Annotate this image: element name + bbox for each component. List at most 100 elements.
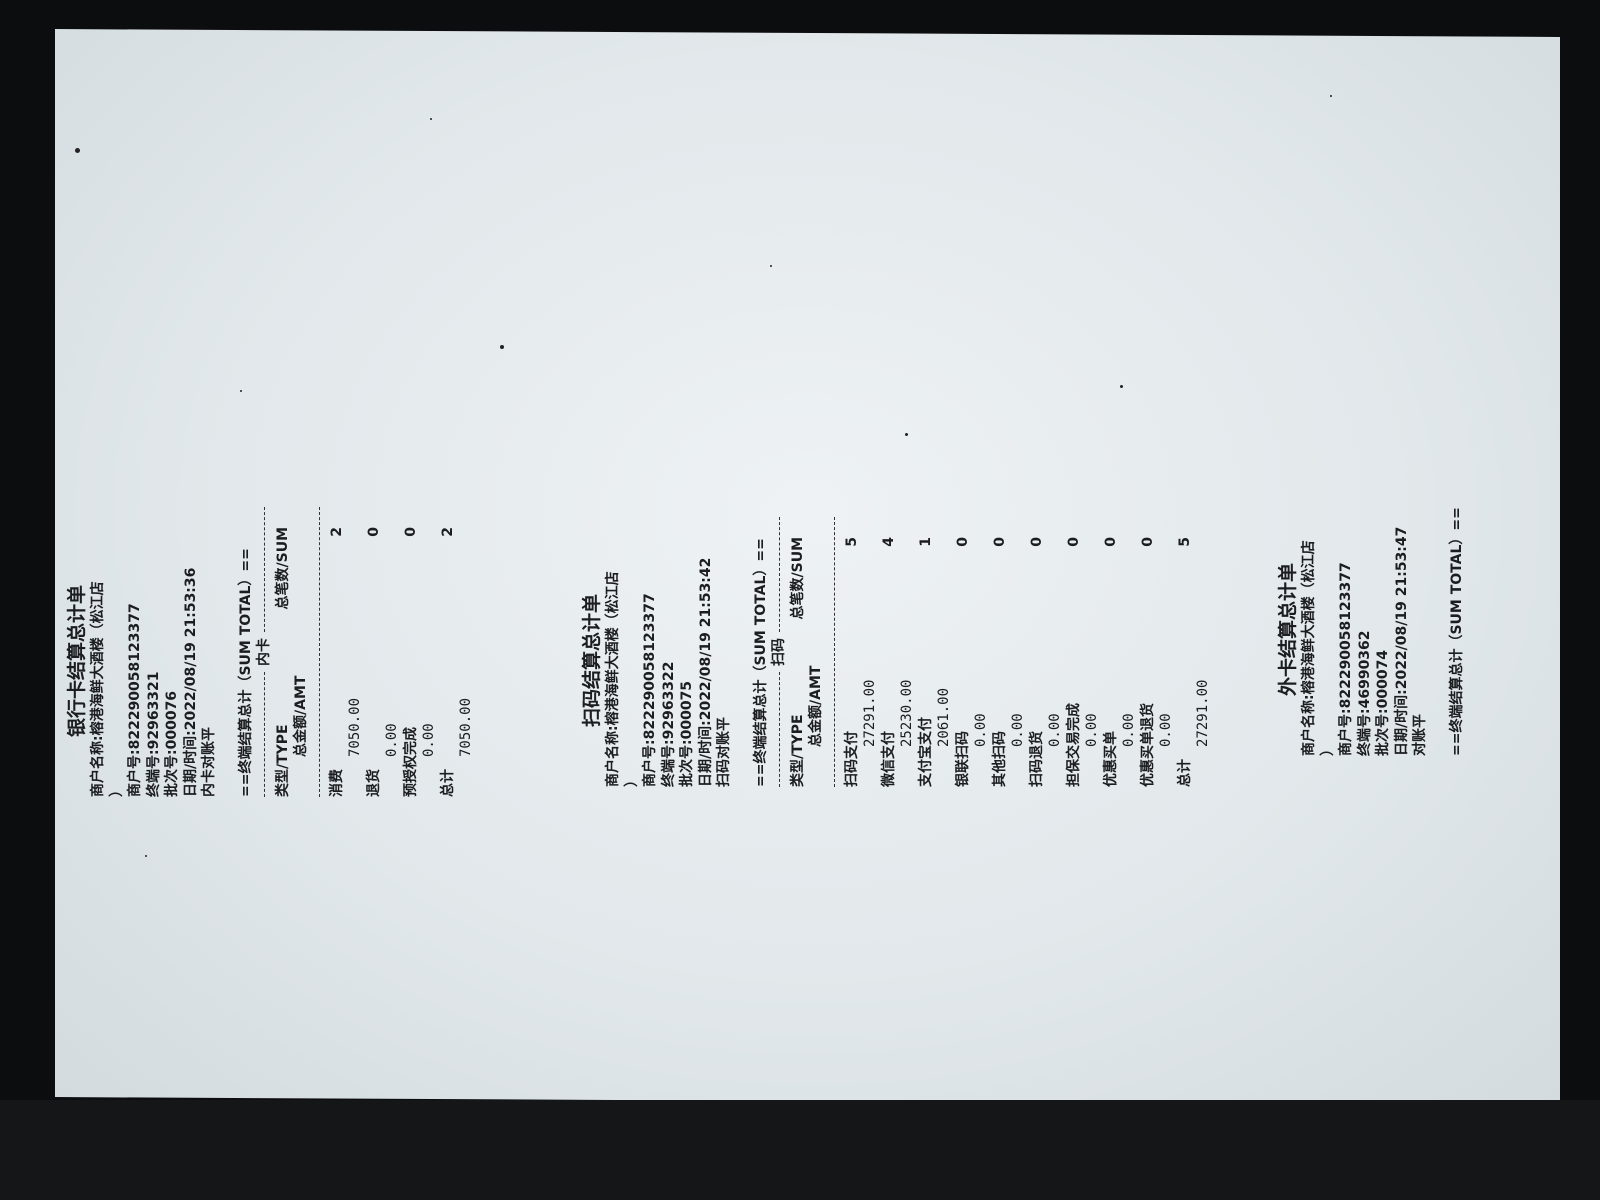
receipt-reconcile: 扫码对账平: [716, 717, 732, 787]
receipt-merchant-name: 商户名称:榕港海鲜大酒楼（松江店: [1300, 539, 1317, 756]
paper-speck: [430, 118, 432, 120]
table-row: 担保交易完成 0: [1065, 517, 1084, 787]
row-count: 0: [991, 537, 1008, 547]
dashed-line: [833, 517, 835, 787]
receipt-terminal-no: 终端号:92963321: [145, 671, 162, 797]
row-count: 0: [365, 527, 382, 537]
row-label: 其他扫码: [991, 731, 1008, 787]
row-amount: 0.00: [384, 723, 400, 757]
spacer: [1429, 501, 1447, 756]
receipt-terminal-no: 终端号:46990362: [1356, 629, 1372, 756]
row-amount: 27291.00: [862, 679, 878, 747]
column-header: 类型/TYPE 总笔数/SUM: [274, 507, 293, 797]
column-header: 类型/TYPE 总笔数/SUM: [789, 517, 808, 787]
paper-speck: [1120, 385, 1123, 388]
receipt-title: 扫码结算总计单: [581, 593, 603, 727]
paper-speck: [770, 265, 772, 267]
row-label: 担保交易完成: [1065, 703, 1082, 787]
section-label: 内卡: [256, 638, 272, 666]
receipt-title: 外卡结算总计单: [1276, 562, 1299, 696]
row-label: 扫码退货: [1028, 731, 1045, 787]
column-sum: 总笔数/SUM: [789, 537, 806, 620]
receipt-merchant-no: 商户号:822290058123377: [1337, 561, 1354, 756]
row-count: 0: [1102, 537, 1119, 547]
table-row: 扫码支付 5: [843, 517, 862, 787]
receipt-2: 扫码结算总计单 商户名称:榕港海鲜大酒楼（松江店）商户号:822290058123…: [580, 517, 1230, 787]
row-label: 消费: [328, 769, 345, 797]
table-edge: [0, 1100, 1600, 1200]
row-label: 退货: [365, 769, 382, 797]
receipt-merchant-name-cont: ）: [623, 773, 640, 787]
table-row: 优惠买单 0: [1102, 517, 1121, 787]
dashed-line: [263, 672, 265, 797]
dashed-line: [778, 672, 780, 787]
row-amount: 7050.00: [347, 697, 363, 757]
section-divider: 扫码: [770, 517, 789, 787]
receipt-datetime: 日期/时间:2022/08/19 21:53:47: [1393, 526, 1409, 756]
row-count: 5: [843, 537, 860, 547]
column-sum: 总笔数/SUM: [274, 527, 291, 610]
row-amount: 25230.00: [899, 679, 915, 747]
receipt-merchant-name-cont: ）: [1319, 741, 1335, 756]
row-label: 优惠买单: [1102, 731, 1119, 787]
table-row: 消费 2: [328, 507, 347, 797]
receipt-merchant-no: 商户号:822290058123377: [642, 593, 658, 787]
row-count: 2: [439, 527, 456, 537]
table-row: 预授权完成 0: [402, 507, 421, 797]
row-count: 0: [402, 527, 419, 537]
sum-total-header: ==终端结算总计（SUM TOTAL）==: [752, 538, 769, 787]
column-amount: 总金额/AMT: [808, 665, 824, 747]
dashed-line: [318, 507, 320, 797]
table-row: 其他扫码 0: [991, 517, 1010, 787]
receipt-1: 银行卡结算总计单 商户名称:榕港海鲜大酒楼（松江店）商户号:82229005812…: [65, 507, 535, 797]
receipt-batch-no: 批次号:000076: [164, 690, 180, 797]
receipt-reconcile: 对账平: [1411, 713, 1428, 756]
column-type: 类型/TYPE: [274, 724, 291, 797]
receipt-3: 外卡结算总计单 商户名称:榕港海鲜大酒楼（松江店）商户号:822290058123…: [1276, 501, 1465, 756]
receipt-batch-no: 批次号:000075: [679, 680, 695, 787]
table-row: 微信支付 4: [880, 517, 899, 787]
row-count: 0: [1028, 537, 1045, 547]
row-amount: 7050.00: [458, 697, 474, 757]
row-label: 预授权完成: [402, 727, 419, 797]
table-row: 总计 2: [439, 507, 458, 797]
paper-speck: [75, 148, 80, 153]
table-row: 扫码退货 0: [1028, 517, 1047, 787]
paper-speck: [240, 390, 242, 392]
receipt-datetime: 日期/时间:2022/08/19 21:53:36: [182, 567, 199, 797]
row-label: 支付宝支付: [917, 717, 934, 787]
row-count: 0: [1139, 537, 1156, 547]
table-row: 支付宝支付 1: [917, 517, 936, 787]
column-amount: 总金额/AMT: [293, 675, 309, 757]
dashed-line: [778, 517, 780, 632]
receipt-title: 银行卡结算总计单: [66, 584, 88, 737]
row-label: 银联扫码: [954, 731, 971, 787]
row-amount: 0.00: [1121, 713, 1137, 747]
receipt-merchant-no: 商户号:822290058123377: [127, 603, 143, 797]
paper-speck: [145, 855, 147, 857]
row-label: 微信支付: [880, 731, 897, 787]
row-label: 总计: [1176, 759, 1193, 787]
table-row: 银联扫码 0: [954, 517, 973, 787]
paper-speck: [500, 345, 504, 349]
row-count: 0: [954, 537, 971, 547]
row-amount: 0.00: [1047, 713, 1063, 747]
sum-total-header: ==终端结算总计（SUM TOTAL）==: [237, 548, 254, 797]
row-count: 4: [880, 537, 897, 547]
row-amount: 0.00: [973, 713, 989, 747]
paper-speck: [905, 433, 908, 436]
row-amount: 0.00: [1158, 713, 1174, 747]
receipt-merchant-name: 商户名称:榕港海鲜大酒楼（松江店: [90, 581, 106, 797]
receipt-merchant-name-cont: ）: [108, 783, 125, 797]
row-count: 0: [1065, 537, 1082, 547]
row-label: 总计: [439, 769, 456, 797]
row-count: 1: [917, 537, 934, 547]
row-count: 5: [1176, 537, 1193, 547]
table-row: 优惠买单退货 0: [1139, 517, 1158, 787]
receipt-merchant-name: 商户名称:榕港海鲜大酒楼（松江店: [605, 571, 621, 787]
row-amount: 27291.00: [1195, 679, 1211, 747]
section-divider: 内卡: [255, 507, 274, 797]
table-row: 总计 5: [1176, 517, 1195, 787]
spacer: [219, 507, 237, 797]
spacer: [734, 517, 752, 787]
